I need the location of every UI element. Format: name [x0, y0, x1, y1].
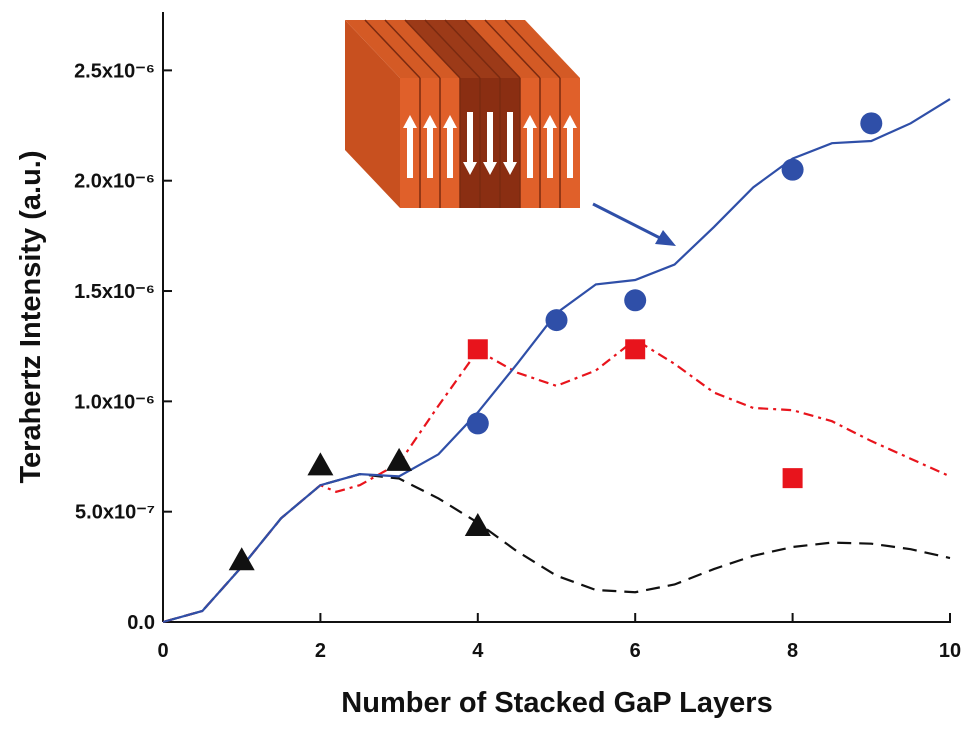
data-point: [466, 412, 489, 435]
inset-layers: [345, 19, 580, 208]
x-tick-label: 6: [630, 640, 641, 662]
data-point: [228, 547, 255, 571]
data-point: [467, 339, 488, 360]
fit-curve: [162, 473, 951, 624]
y-axis-label: Terahertz Intensity (a.u.): [15, 150, 47, 483]
y-tick-label: 2.0x10⁻⁶: [74, 171, 155, 193]
x-tick-label: 10: [939, 640, 961, 662]
y-tick-label: 1.0x10⁻⁶: [74, 391, 155, 413]
annotation-arrow: [592, 202, 676, 246]
y-tick-label: 1.5x10⁻⁶: [74, 281, 155, 303]
x-tick-label: 0: [157, 640, 168, 662]
x-tick-label: 4: [472, 640, 484, 662]
data-point: [781, 158, 804, 181]
data-point: [307, 452, 334, 476]
data-point: [625, 339, 646, 360]
x-axis-label: Number of Stacked GaP Layers: [341, 687, 772, 719]
data-point: [386, 447, 413, 471]
data-point: [464, 513, 491, 537]
data-point: [782, 468, 803, 489]
data-point: [545, 309, 568, 332]
data-point: [624, 289, 647, 312]
y-tick-label: 5.0x10⁻⁷: [75, 502, 155, 524]
x-tick-label: 2: [315, 640, 326, 662]
data-point: [860, 112, 883, 135]
x-tick-label: 8: [787, 640, 798, 662]
y-tick-label: 0.0: [127, 612, 155, 634]
y-tick-label: 2.5x10⁻⁶: [74, 60, 155, 82]
fit-curve: [162, 338, 951, 624]
